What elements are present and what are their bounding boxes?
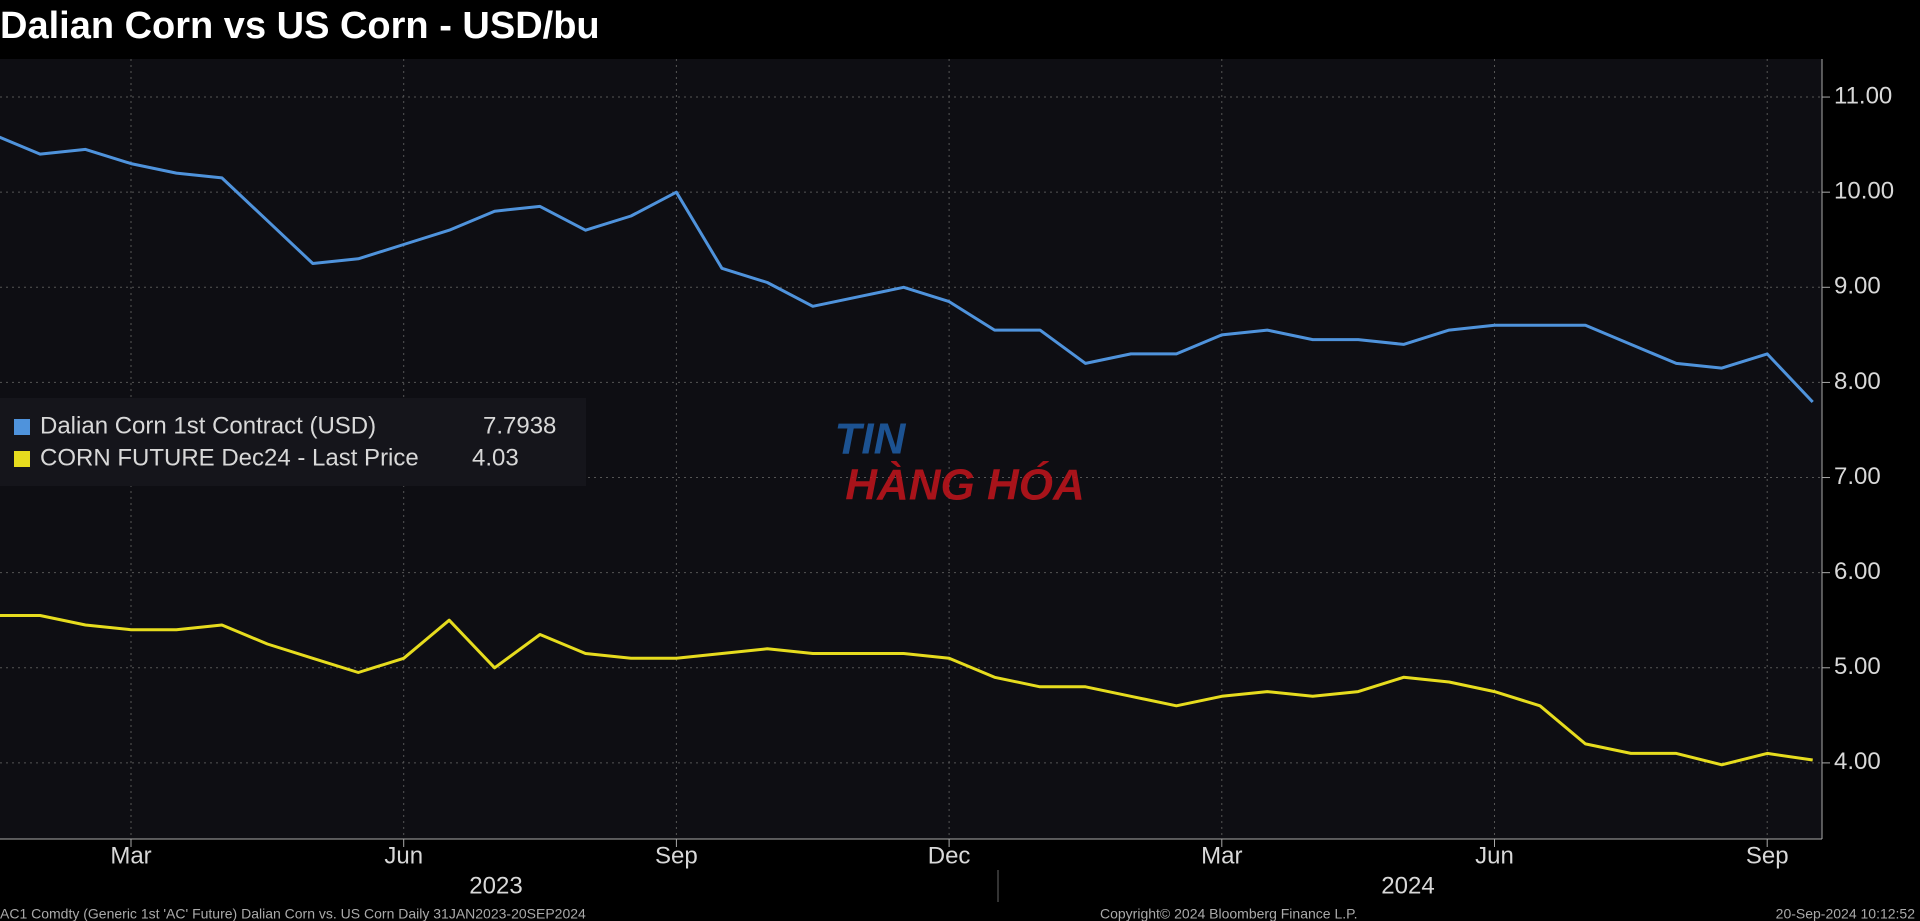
legend-box [0,398,586,486]
lines [0,135,1814,767]
footer-left: AC1 Comdty (Generic 1st 'AC' Future) Dal… [0,906,586,921]
x-tick-label: Sep [655,842,698,869]
x-tick-label: Dec [928,842,971,869]
year-label: 2024 [1381,872,1434,899]
legend-label: CORN FUTURE Dec24 - Last Price [40,444,419,471]
y-tick-label: 4.00 [1834,748,1881,775]
chart-title: Dalian Corn vs US Corn - USD/bu [0,5,600,47]
y-tick-label: 6.00 [1834,558,1881,585]
grid [0,59,1822,839]
y-tick-label: 11.00 [1834,82,1892,109]
y-tick-label: 8.00 [1834,368,1881,395]
legend-swatch [14,451,30,467]
legend-value: 7.7938 [483,412,556,439]
line-series [0,614,1813,767]
x-tick-label: Mar [1201,842,1242,869]
legend-swatch [14,419,30,435]
footer-right: 20-Sep-2024 10:12:52 [1776,906,1916,921]
line-series [0,135,1814,404]
footer-center: Copyright© 2024 Bloomberg Finance L.P. [1100,906,1358,921]
x-tick-label: Sep [1746,842,1789,869]
x-tick-label: Mar [110,842,151,869]
x-tick-label: Jun [384,842,423,869]
year-label: 2023 [469,872,522,899]
y-tick-label: 10.00 [1834,178,1894,205]
watermark-bottom: HÀNG HÓA [845,460,1085,510]
y-tick-label: 9.00 [1834,273,1881,300]
x-tick-label: Jun [1475,842,1514,869]
legend: Dalian Corn 1st Contract (USD) 7.7938 CORN… [14,412,556,471]
legend-label: Dalian Corn 1st Contract (USD) [40,412,376,439]
y-tick-label: 5.00 [1834,653,1881,680]
axes: 4.00 5.00 6.00 7.00 8.00 9.00 10.00 11.00 Mar Jun… [0,59,1894,899]
legend-value: 4.03 [472,444,519,471]
watermark-top: TIN [835,415,907,464]
y-tick-label: 7.00 [1834,463,1881,490]
